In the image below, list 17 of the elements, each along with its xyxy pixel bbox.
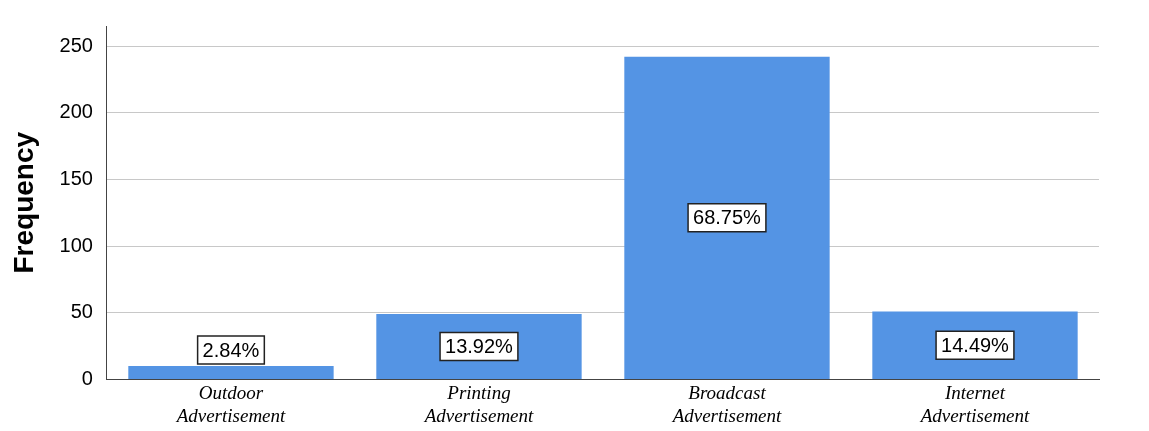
annotation: 14.49%	[941, 333, 1010, 356]
y-axis-title: Frequency	[7, 131, 39, 274]
bar	[128, 366, 334, 379]
y-tick-label: 0	[81, 366, 93, 389]
annotation: 68.75%	[693, 206, 762, 229]
y-tick-label: 100	[59, 233, 93, 256]
x-tick-label: Broadcast Advertisement	[670, 381, 783, 426]
y-tick-label: 150	[59, 166, 93, 189]
annotation: 2.84%	[202, 338, 260, 361]
bar	[624, 56, 830, 379]
y-tick-label: 50	[70, 300, 93, 323]
annotation: 13.92%	[445, 334, 514, 357]
y-tick-label: 200	[59, 100, 93, 123]
x-tick-label: Internet Advertisement	[918, 381, 1031, 426]
x-tick-label: Outdoor Advertisement	[174, 381, 287, 426]
x-tick-label: Printing Advertisement	[422, 381, 535, 426]
y-tick-label: 250	[59, 33, 93, 56]
